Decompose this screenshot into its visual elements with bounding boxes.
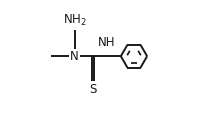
Text: N: N (70, 50, 79, 63)
Text: NH: NH (98, 36, 116, 49)
Text: S: S (89, 83, 96, 96)
Text: NH$_2$: NH$_2$ (63, 13, 86, 28)
